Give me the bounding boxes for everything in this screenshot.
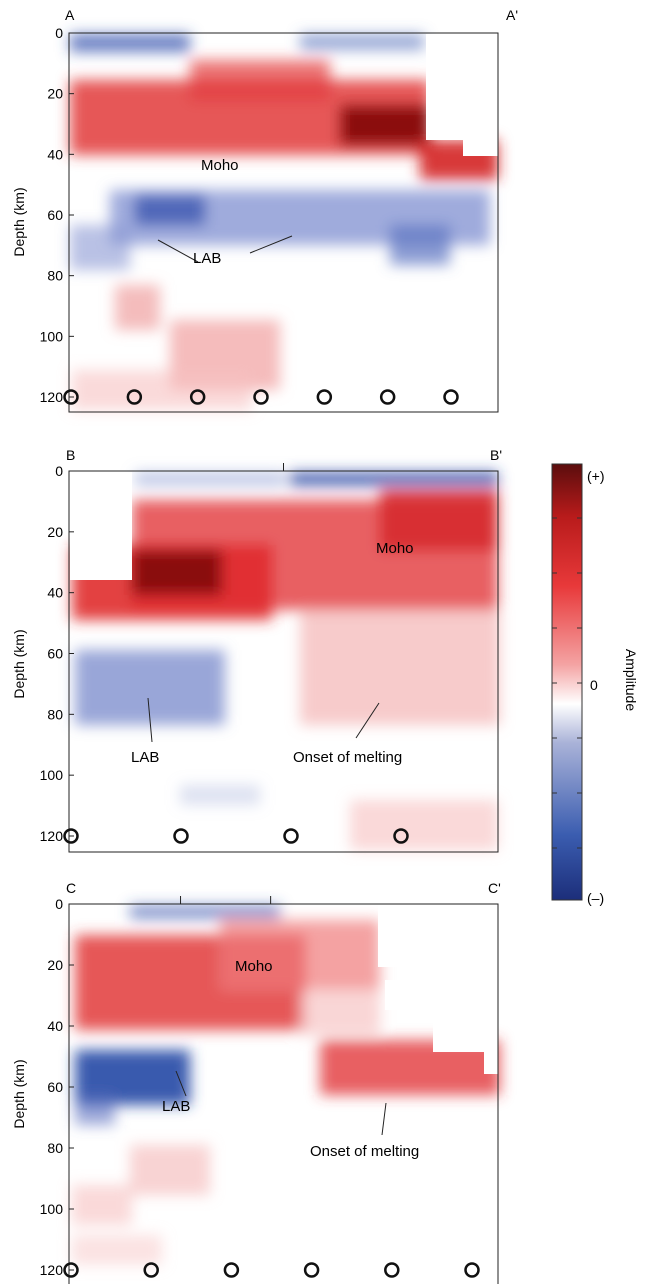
- y-tick-label: 100: [40, 767, 64, 783]
- lab-label: LAB: [131, 749, 159, 766]
- plot-frame: [68, 903, 499, 1284]
- heatmap-body: [70, 472, 500, 850]
- colorbar-ticks: [552, 517, 582, 849]
- station-marker: [189, 389, 206, 405]
- moho-label: Moho: [235, 958, 273, 975]
- heatmap-body: [70, 34, 498, 410]
- y-tick-label: 120: [40, 1262, 64, 1278]
- section-end-label: B': [490, 447, 502, 463]
- y-tick-label: 80: [47, 1140, 63, 1156]
- y-tick-label: 40: [47, 585, 63, 601]
- y-tick-label: 120: [40, 389, 64, 405]
- station-marker: [63, 1262, 79, 1278]
- moho-label: Moho: [201, 157, 239, 174]
- station-marker: [143, 1262, 159, 1278]
- station-marker: [63, 389, 79, 405]
- y-tick-label: 20: [47, 524, 63, 540]
- y-tick-label: 40: [47, 1018, 63, 1034]
- callout-line: [175, 1070, 187, 1097]
- section-end-label: C': [488, 880, 501, 896]
- melting-label: Onset of melting: [293, 749, 402, 766]
- section-start-label: C: [66, 880, 76, 896]
- station-marker: [303, 1262, 320, 1278]
- y-tick-label: 20: [47, 86, 63, 102]
- station-marker: [173, 828, 189, 844]
- y-tick-label: 60: [47, 1079, 63, 1095]
- y-axis-label: Depth (km): [11, 187, 27, 256]
- lab-label: LAB: [162, 1098, 190, 1115]
- callout-line: [355, 702, 380, 739]
- y-tick-label: 100: [40, 328, 64, 344]
- colorbar-bottom-label: (–): [587, 890, 604, 906]
- colorbar-gradient: [551, 463, 583, 901]
- lab-label: LAB: [193, 250, 221, 267]
- colorbar: (+) 0 (–) Amplitude: [551, 463, 639, 906]
- callout-line: [249, 235, 293, 254]
- section-start-label: A: [65, 7, 75, 23]
- y-tick-label: 100: [40, 1201, 64, 1217]
- colorbar-title: Amplitude: [623, 649, 639, 711]
- station-marker: [223, 1262, 240, 1278]
- y-axis-label: Depth (km): [11, 629, 27, 698]
- y-tick-label: 40: [47, 146, 63, 162]
- plot-frame: [68, 32, 499, 413]
- y-tick-label: 0: [55, 25, 63, 41]
- moho-label: Moho: [376, 540, 414, 557]
- y-tick-label: 80: [47, 706, 63, 722]
- section-end-label: A': [506, 7, 518, 23]
- station-marker: [443, 389, 459, 405]
- station-marker: [384, 1262, 400, 1278]
- station-marker: [379, 389, 396, 405]
- colorbar-zero-label: 0: [590, 677, 598, 693]
- y-tick-label: 120: [40, 828, 64, 844]
- station-marker: [253, 389, 269, 405]
- panel-c: C C' 0 20 40 60 80 100 120 Depth (km): [11, 880, 501, 1284]
- callout-line: [157, 239, 199, 263]
- y-tick-label: 20: [47, 957, 63, 973]
- station-marker: [283, 828, 299, 844]
- heatmap-body: [72, 905, 500, 1265]
- y-tick-label: 0: [55, 896, 63, 912]
- colorbar-top-label: (+): [587, 468, 605, 484]
- station-marker: [464, 1262, 480, 1278]
- section-start-label: B: [66, 447, 75, 463]
- panel-b: B B' 0 20 40 60 80 100 120 Depth (km) Moho: [11, 447, 502, 853]
- callout-line: [147, 697, 153, 743]
- station-marker: [316, 389, 333, 405]
- y-tick-label: 0: [55, 463, 63, 479]
- y-tick-label: 60: [47, 207, 63, 223]
- station-marker: [63, 828, 79, 844]
- y-tick-label: 80: [47, 268, 63, 284]
- y-tick-label: 60: [47, 646, 63, 662]
- melting-label: Onset of melting: [310, 1143, 419, 1160]
- y-axis-label: Depth (km): [11, 1059, 27, 1128]
- station-marker: [393, 828, 409, 844]
- callout-line: [381, 1102, 387, 1136]
- station-marker: [126, 389, 143, 405]
